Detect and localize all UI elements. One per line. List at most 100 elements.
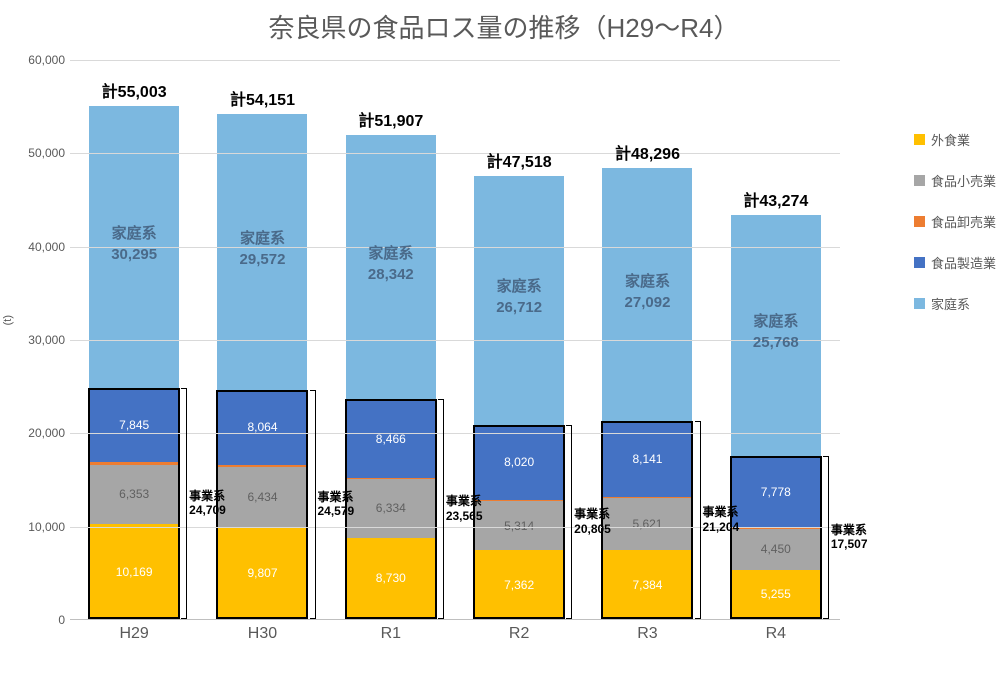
segment-value-label: 8,020 bbox=[504, 455, 534, 469]
business-bracket bbox=[310, 390, 316, 619]
bar-segment-gaishoku: 8,730 bbox=[346, 538, 436, 619]
legend-label: 食品卸売業 bbox=[931, 212, 996, 231]
legend-swatch bbox=[914, 216, 925, 227]
bar-segment-oroshi: 109 bbox=[474, 500, 564, 501]
y-tick-label: 30,000 bbox=[15, 333, 65, 347]
segment-value-label: 5,621 bbox=[632, 517, 662, 531]
business-total-label: 事業系24,709 bbox=[189, 489, 226, 518]
chart-container: 奈良県の食品ロス量の推移（H29～R4） (t) 10,169 6,353 342 7… bbox=[0, 0, 1008, 686]
household-segment-label: 家庭系28,342 bbox=[368, 243, 414, 285]
bar-segment-gaishoku: 5,255 bbox=[731, 570, 821, 619]
bar-segment-seizou: 8,064 bbox=[217, 390, 307, 465]
business-total-label: 事業系21,204 bbox=[703, 505, 740, 534]
bar-segment-seizou: 8,020 bbox=[474, 425, 564, 500]
segment-value-label: 10,169 bbox=[116, 565, 153, 579]
segment-value-label: 9,807 bbox=[247, 566, 277, 580]
legend-swatch bbox=[914, 175, 925, 186]
household-segment-label: 家庭系25,768 bbox=[753, 311, 799, 353]
legend-item: 外食業 bbox=[914, 130, 996, 149]
bar-segment-seizou: 8,466 bbox=[346, 399, 436, 478]
bar-segment-gaishoku: 9,807 bbox=[217, 527, 307, 619]
legend-swatch bbox=[914, 298, 925, 309]
bar-segment-oroshi: 274 bbox=[217, 465, 307, 468]
segment-value-label: 7,778 bbox=[761, 485, 791, 499]
legend-item: 食品卸売業 bbox=[914, 212, 996, 231]
business-bracket bbox=[823, 456, 829, 619]
x-tick-label: H30 bbox=[217, 625, 307, 643]
legend-label: 家庭系 bbox=[931, 294, 970, 313]
segment-value-label: 8,730 bbox=[376, 571, 406, 585]
bar-segment-kouri: 5,314 bbox=[474, 501, 564, 551]
business-bracket bbox=[438, 399, 444, 619]
segment-value-label: 7,845 bbox=[119, 418, 149, 432]
segment-value-label: 6,334 bbox=[376, 501, 406, 515]
gridline bbox=[70, 247, 840, 248]
y-tick-label: 10,000 bbox=[15, 520, 65, 534]
y-tick-label: 50,000 bbox=[15, 146, 65, 160]
household-segment-label: 家庭系30,295 bbox=[111, 223, 157, 265]
bar-total-label: 計51,907 bbox=[358, 107, 423, 131]
bar-total-label: 計47,518 bbox=[487, 148, 552, 172]
legend-item: 食品小売業 bbox=[914, 171, 996, 190]
segment-value-label: 7,362 bbox=[504, 578, 534, 592]
x-tick-label: R1 bbox=[346, 625, 436, 643]
y-tick-label: 60,000 bbox=[15, 53, 65, 67]
x-tick-label: R2 bbox=[474, 625, 564, 643]
segment-value-label: 7,384 bbox=[632, 578, 662, 592]
y-tick-label: 0 bbox=[15, 613, 65, 627]
segment-value-label: 5,314 bbox=[504, 519, 534, 533]
legend-swatch bbox=[914, 257, 925, 268]
legend-label: 食品製造業 bbox=[931, 253, 996, 272]
x-tick-label: H29 bbox=[89, 625, 179, 643]
bar-segment-oroshi: 58 bbox=[602, 497, 692, 498]
business-total-label: 事業系24,579 bbox=[318, 490, 355, 519]
segment-value-label: 8,141 bbox=[632, 452, 662, 466]
x-tick-label: R4 bbox=[731, 625, 821, 643]
segment-value-label: 6,353 bbox=[119, 487, 149, 501]
legend-item: 食品製造業 bbox=[914, 253, 996, 272]
legend: 外食業食品小売業食品卸売業食品製造業家庭系 bbox=[914, 130, 996, 335]
bar-segment-kouri: 6,353 bbox=[89, 465, 179, 524]
household-segment-label: 家庭系29,572 bbox=[240, 228, 286, 270]
x-axis-labels: H29 H30 R1 R2 R3 R4 bbox=[70, 625, 840, 643]
bar-segment-kouri: 6,334 bbox=[346, 478, 436, 537]
legend-item: 家庭系 bbox=[914, 294, 996, 313]
legend-swatch bbox=[914, 134, 925, 145]
bar-total-label: 計48,296 bbox=[615, 140, 680, 164]
bar-segment-gaishoku: 7,362 bbox=[474, 550, 564, 619]
household-segment-label: 家庭系27,092 bbox=[625, 271, 671, 313]
bar-segment-kouri: 6,434 bbox=[217, 467, 307, 527]
y-tick-label: 20,000 bbox=[15, 426, 65, 440]
y-axis-unit: (t) bbox=[2, 315, 14, 325]
y-tick-label: 40,000 bbox=[15, 240, 65, 254]
business-total-label: 事業系17,507 bbox=[831, 523, 868, 552]
legend-label: 食品小売業 bbox=[931, 171, 996, 190]
x-tick-label: R3 bbox=[602, 625, 692, 643]
segment-value-label: 6,434 bbox=[247, 490, 277, 504]
gridline bbox=[70, 340, 840, 341]
business-total-label: 事業系23,565 bbox=[446, 494, 483, 523]
bar-segment-seizou: 7,845 bbox=[89, 388, 179, 461]
business-bracket bbox=[695, 421, 701, 619]
bar-total-label: 計54,151 bbox=[230, 86, 295, 110]
legend-label: 外食業 bbox=[931, 130, 970, 149]
bar-segment-kouri: 5,621 bbox=[602, 498, 692, 550]
bar-segment-seizou: 7,778 bbox=[731, 456, 821, 529]
bar-total-label: 計43,274 bbox=[743, 187, 808, 211]
business-bracket bbox=[181, 388, 187, 619]
bar-segment-gaishoku: 10,169 bbox=[89, 524, 179, 619]
bar-segment-gaishoku: 7,384 bbox=[602, 550, 692, 619]
chart-title: 奈良県の食品ロス量の推移（H29～R4） bbox=[0, 8, 1008, 45]
segment-value-label: 5,255 bbox=[761, 587, 791, 601]
gridline bbox=[70, 153, 840, 154]
gridline bbox=[70, 60, 840, 61]
business-bracket bbox=[566, 425, 572, 619]
segment-value-label: 8,064 bbox=[247, 420, 277, 434]
bar-segment-kouri: 4,450 bbox=[731, 528, 821, 570]
household-segment-label: 家庭系26,712 bbox=[496, 276, 542, 318]
business-total-label: 事業系20,805 bbox=[574, 507, 611, 536]
bar-segment-oroshi: 342 bbox=[89, 462, 179, 465]
plot-area: 10,169 6,353 342 7,845 9,807 6,434 274 8,064 8,7… bbox=[70, 60, 840, 620]
segment-value-label: 4,450 bbox=[761, 542, 791, 556]
bar-total-label: 計55,003 bbox=[102, 78, 167, 102]
